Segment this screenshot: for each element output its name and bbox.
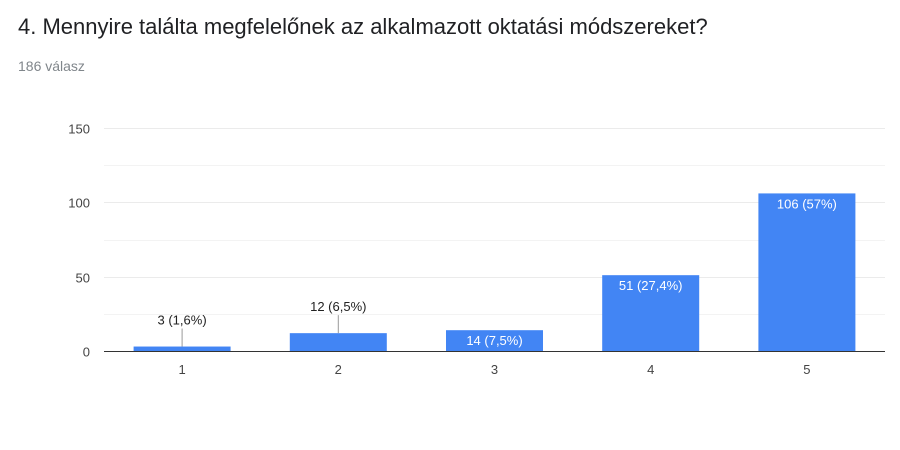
x-tick-label: 1 — [178, 362, 185, 377]
x-tick-label: 4 — [647, 362, 654, 377]
data-label: 3 (1,6%) — [158, 313, 207, 328]
data-label: 51 (27,4%) — [619, 278, 683, 293]
data-label: 12 (6,5%) — [310, 299, 366, 314]
question-title: 4. Mennyire találta megfelelőnek az alka… — [18, 14, 708, 39]
x-tick-label: 5 — [803, 362, 810, 377]
x-tick-label: 2 — [335, 362, 342, 377]
bar — [446, 330, 543, 351]
data-label: 106 (57%) — [777, 196, 837, 211]
bar — [133, 346, 231, 351]
bar — [289, 333, 387, 351]
y-tick-label: 50 — [76, 271, 90, 286]
data-label: 14 (7,5%) — [466, 333, 522, 348]
bar — [602, 275, 700, 351]
y-tick-label: 150 — [68, 122, 90, 137]
y-tick-label: 0 — [83, 345, 90, 360]
y-tick-label: 100 — [68, 196, 90, 211]
x-tick-label: 3 — [491, 362, 498, 377]
response-count: 186 válasz — [18, 58, 85, 74]
bar — [758, 193, 856, 351]
